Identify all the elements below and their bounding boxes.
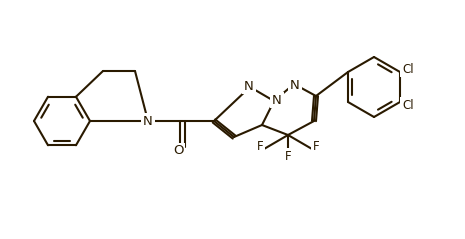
Text: Cl: Cl — [402, 98, 414, 112]
Text: F: F — [257, 141, 263, 153]
Text: N: N — [244, 80, 254, 92]
Text: N: N — [272, 93, 282, 107]
Text: N: N — [143, 114, 153, 127]
Text: Cl: Cl — [402, 63, 414, 76]
Text: N: N — [290, 78, 300, 92]
Text: F: F — [312, 141, 319, 153]
Text: F: F — [285, 150, 291, 163]
Text: O: O — [173, 145, 183, 158]
